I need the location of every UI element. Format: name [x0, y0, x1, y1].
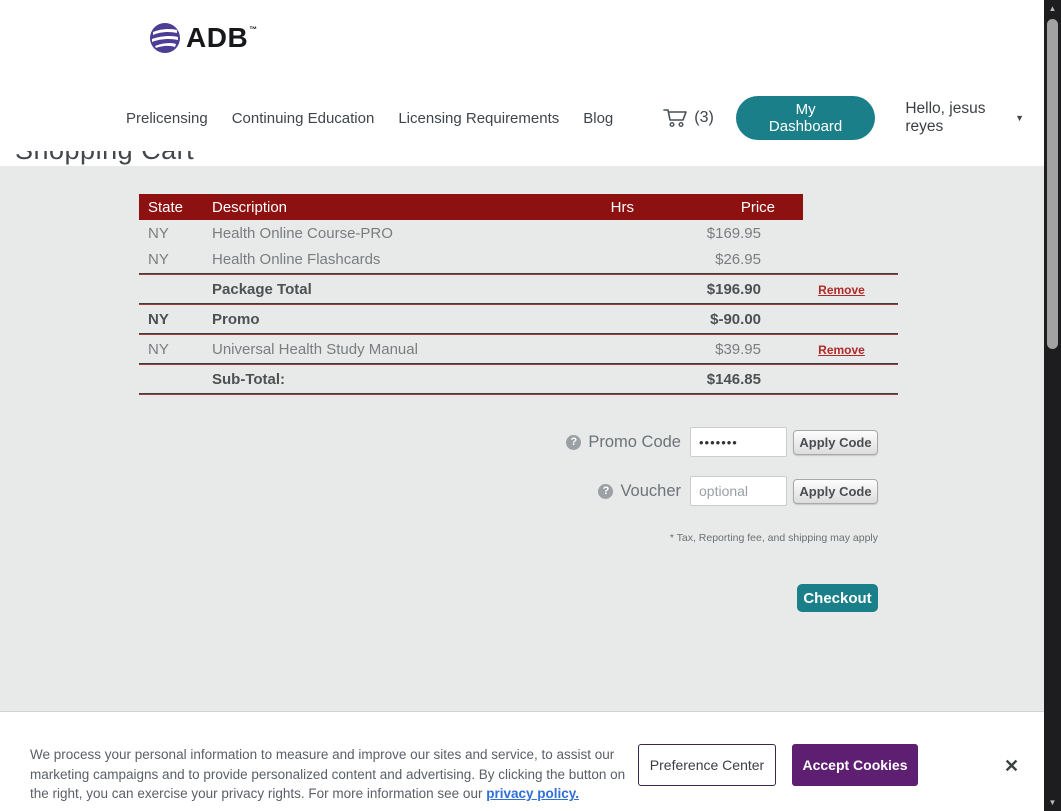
- vertical-scrollbar[interactable]: ▲ ▼: [1044, 0, 1061, 811]
- col-header-price: Price: [740, 198, 775, 216]
- checkout-button[interactable]: Checkout: [797, 584, 878, 612]
- brand-trademark: ™: [249, 24, 258, 34]
- table-divider: [139, 333, 898, 335]
- remove-item-link[interactable]: Remove: [818, 342, 865, 357]
- cell-price: $39.95: [715, 340, 761, 358]
- cart-count: (3): [694, 109, 714, 126]
- cell-state: NY: [148, 340, 169, 358]
- brand-name: ADB: [186, 22, 249, 53]
- cell-remove: Remove: [803, 281, 898, 298]
- nav-blog[interactable]: Blog: [583, 109, 614, 127]
- col-header-state: State: [148, 198, 184, 216]
- cell-description: Health Online Course-PRO: [212, 224, 393, 242]
- col-header-description: Description: [212, 198, 288, 216]
- table-row-promo: NY Promo $-90.00: [139, 306, 898, 332]
- table-row-subtotal: Sub-Total: $146.85: [139, 366, 898, 392]
- page-title: Shopping Cart: [15, 151, 1044, 166]
- cookie-text-body: We process your personal information to …: [30, 747, 626, 801]
- table-divider: [139, 303, 898, 305]
- main-nav: Prelicensing Continuing Education Licens…: [126, 96, 1024, 140]
- cart-table-header-bg: State Description Hrs Price: [139, 194, 803, 220]
- voucher-row: ? Voucher Apply Code: [598, 476, 878, 506]
- cell-price: $169.95: [706, 224, 761, 242]
- cell-price: $146.85: [706, 370, 761, 388]
- cookie-banner: We process your personal information to …: [0, 712, 1044, 811]
- accept-cookies-button[interactable]: Accept Cookies: [792, 744, 918, 786]
- nav-continuing-education[interactable]: Continuing Education: [231, 109, 375, 127]
- promo-code-label: Promo Code: [588, 432, 681, 451]
- table-divider: [139, 363, 898, 365]
- shopping-cart-panel: State Description Hrs Price NY Health On…: [0, 166, 1044, 712]
- brand-globe-icon: [150, 23, 180, 53]
- voucher-input[interactable]: [690, 476, 787, 506]
- voucher-help-icon[interactable]: ?: [598, 483, 614, 499]
- table-row: NY Health Online Course-PRO $169.95: [139, 220, 898, 246]
- cookie-consent-text: We process your personal information to …: [30, 745, 630, 804]
- page-title-strip: Shopping Cart: [0, 151, 1044, 166]
- promo-code-row: ? Promo Code Apply Code: [566, 427, 878, 457]
- brand-logo[interactable]: ADB ™: [150, 22, 258, 54]
- cell-description: Sub-Total:: [212, 370, 286, 388]
- tax-note: * Tax, Reporting fee, and shipping may a…: [669, 532, 878, 544]
- cell-description: Health Online Flashcards: [212, 250, 381, 268]
- site-header: ADB ™ Prelicensing Continuing Education …: [0, 0, 1044, 151]
- voucher-label: Voucher: [620, 481, 681, 500]
- my-dashboard-button[interactable]: My Dashboard: [735, 96, 876, 140]
- apply-promo-button[interactable]: Apply Code: [793, 429, 878, 455]
- scroll-up-icon[interactable]: ▲: [1048, 4, 1057, 13]
- promo-code-input[interactable]: [690, 427, 787, 457]
- table-divider: [139, 273, 898, 275]
- cell-description: Package Total: [212, 280, 312, 298]
- col-header-hrs: Hrs: [610, 198, 634, 216]
- cell-description: Promo: [212, 310, 260, 328]
- close-icon[interactable]: ✕: [1004, 756, 1020, 776]
- cart-icon: [663, 109, 688, 127]
- table-row-package-total: Package Total $196.90 Remove: [139, 276, 898, 302]
- cell-description: Universal Health Study Manual: [212, 340, 418, 358]
- table-row: NY Universal Health Study Manual $39.95 …: [139, 336, 898, 362]
- scroll-down-icon[interactable]: ▼: [1048, 798, 1057, 807]
- cell-price: $-90.00: [710, 310, 761, 328]
- user-greeting[interactable]: Hello, jesus reyes: [905, 100, 986, 135]
- account-caret-icon[interactable]: ▼: [1015, 113, 1024, 123]
- cell-state: NY: [148, 250, 169, 268]
- cell-remove: Remove: [803, 341, 898, 358]
- apply-voucher-button[interactable]: Apply Code: [793, 478, 878, 504]
- cell-state: NY: [148, 224, 169, 242]
- promo-help-icon[interactable]: ?: [566, 434, 582, 450]
- table-divider: [139, 393, 898, 395]
- cart-table-header-row: State Description Hrs Price: [139, 194, 898, 220]
- cart-button[interactable]: (3): [663, 108, 714, 128]
- cell-price: $196.90: [706, 280, 761, 298]
- preference-center-button[interactable]: Preference Center: [638, 744, 776, 786]
- cart-table: State Description Hrs Price NY Health On…: [139, 194, 898, 396]
- cell-state: NY: [148, 310, 169, 328]
- remove-package-link[interactable]: Remove: [818, 282, 865, 297]
- table-row: NY Health Online Flashcards $26.95: [139, 246, 898, 272]
- privacy-policy-link[interactable]: privacy policy.: [486, 786, 579, 801]
- cell-price: $26.95: [715, 250, 761, 268]
- scrollbar-thumb[interactable]: [1047, 19, 1058, 349]
- nav-licensing-requirements[interactable]: Licensing Requirements: [398, 109, 560, 127]
- nav-prelicensing[interactable]: Prelicensing: [126, 109, 208, 127]
